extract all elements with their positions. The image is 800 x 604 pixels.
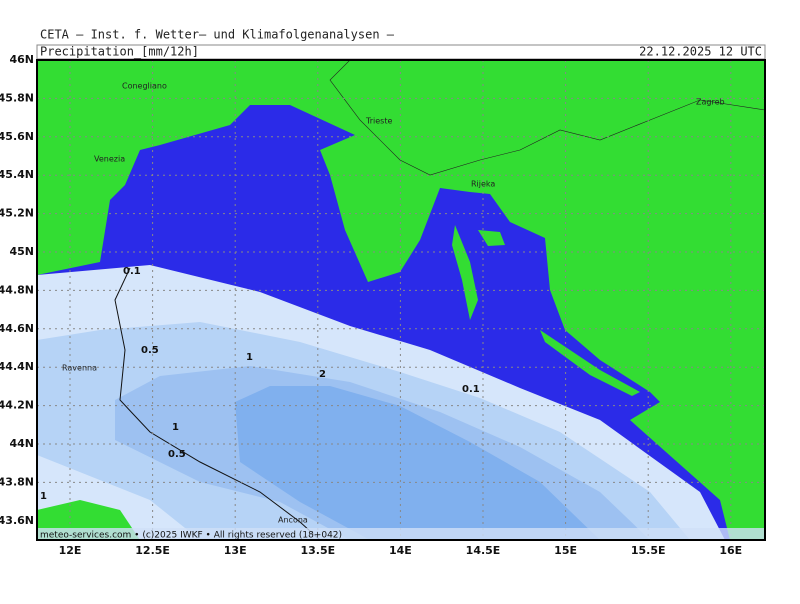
lat-label: 44.4N bbox=[0, 360, 34, 373]
lon-label: 14.5E bbox=[466, 544, 501, 557]
valid-time: 22.12.2025 12 UTC bbox=[639, 45, 762, 59]
contour-label: 0.1 bbox=[462, 384, 480, 395]
lon-label: 13E bbox=[224, 544, 247, 557]
place-label: Trieste bbox=[365, 117, 392, 126]
place-label: Rijeka bbox=[471, 180, 495, 189]
lon-label: 14E bbox=[389, 544, 412, 557]
coastline bbox=[114, 267, 321, 540]
lat-label: 44.8N bbox=[0, 283, 34, 296]
map-frame bbox=[36, 59, 766, 541]
contour-label: 0.5 bbox=[141, 345, 159, 356]
lon-label: 16E bbox=[719, 544, 742, 557]
lat-label: 44N bbox=[9, 437, 34, 450]
variable: Precipitation_[mm/12h] bbox=[40, 45, 199, 59]
lat-label: 46N bbox=[9, 53, 34, 66]
lon-label: 15E bbox=[554, 544, 577, 557]
lat-label: 45.6N bbox=[0, 130, 34, 143]
island bbox=[478, 230, 505, 246]
graticule bbox=[37, 60, 765, 540]
place-label: Ravenna bbox=[62, 364, 97, 373]
contour-label: 1 bbox=[246, 352, 253, 363]
contour-label: 1 bbox=[40, 491, 47, 502]
footer: meteo-services.com • (c)2025 IWKF • All … bbox=[40, 531, 342, 541]
lat-label: 43.6N bbox=[0, 514, 34, 527]
lon-label: 12.5E bbox=[135, 544, 170, 557]
lat-label: 44.6N bbox=[0, 322, 34, 335]
lat-label: 45N bbox=[9, 245, 34, 258]
title: CETA – Inst. f. Wetter– und Klimafolgena… bbox=[40, 28, 395, 42]
island bbox=[540, 330, 640, 396]
contour-label: 1 bbox=[172, 422, 179, 433]
lat-label: 43.8N bbox=[0, 475, 34, 488]
lon-label: 12E bbox=[59, 544, 82, 557]
place-label: Conegliano bbox=[122, 82, 167, 91]
place-label: Venezia bbox=[94, 155, 125, 164]
contour-label: 0.5 bbox=[168, 449, 186, 460]
place-label: Zagreb bbox=[696, 98, 725, 107]
island bbox=[452, 225, 478, 320]
border bbox=[329, 60, 765, 176]
lat-label: 45.4N bbox=[0, 168, 34, 181]
contour-label: 2 bbox=[319, 369, 326, 380]
lon-label: 13.5E bbox=[300, 544, 335, 557]
contour-label: 0.1 bbox=[123, 266, 141, 277]
lon-label: 15.5E bbox=[631, 544, 666, 557]
lat-label: 45.8N bbox=[0, 91, 34, 104]
lat-label: 45.2N bbox=[0, 207, 34, 220]
map: meteo-services.com • (c)2025 IWKF • All … bbox=[37, 60, 765, 541]
precip-2 bbox=[235, 386, 600, 540]
lat-label: 44.2N bbox=[0, 399, 34, 412]
footer-strip bbox=[37, 528, 765, 540]
place-label: Ancona bbox=[278, 516, 308, 525]
